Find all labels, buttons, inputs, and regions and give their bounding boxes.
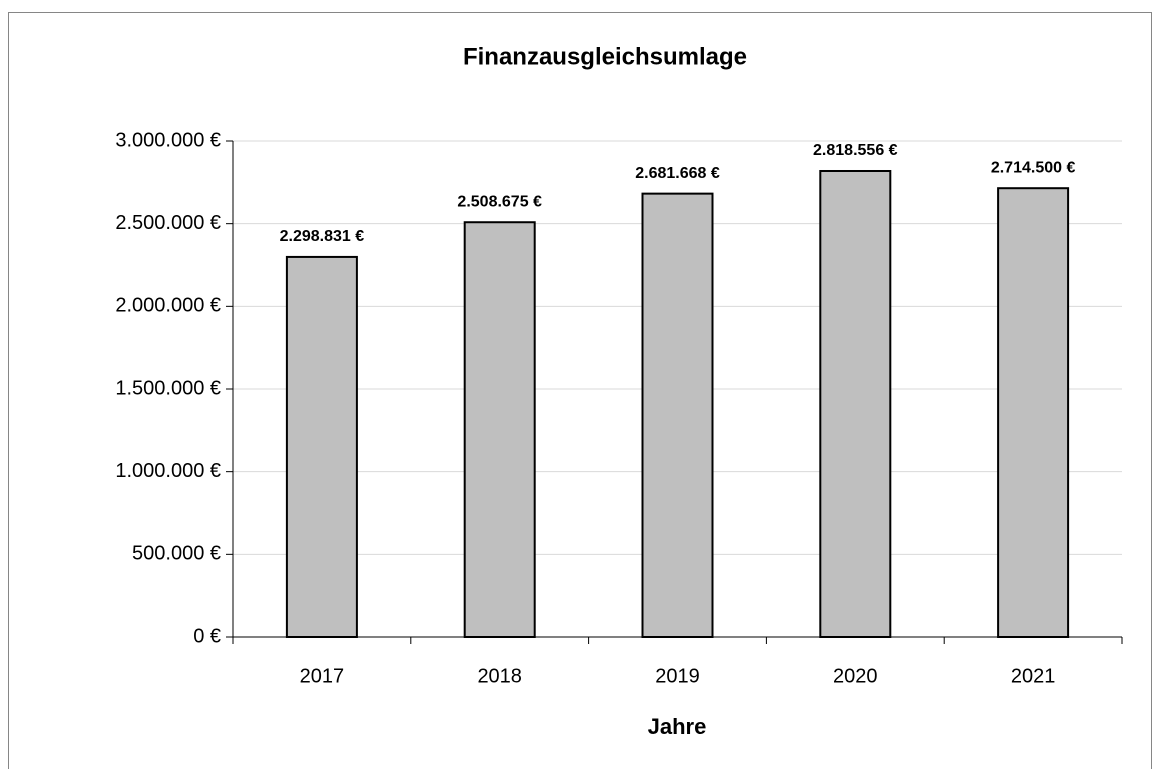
y-tick-label: 3.000.000 € [115,129,221,151]
bar [819,169,892,638]
y-tick-label: 2.500.000 € [115,212,221,234]
x-tick-label: 2021 [1011,665,1056,687]
bar [641,192,714,638]
x-tick-label: 2018 [477,665,522,687]
bar [997,187,1070,638]
y-tick-label: 2.000.000 € [115,295,221,317]
chart-frame [8,12,1152,769]
y-tick-label: 1.500.000 € [115,377,221,399]
chart-title: Finanzausgleichsumlage [463,43,747,70]
bar [463,221,536,639]
data-label: 2.818.556 € [813,142,898,159]
x-tick-label: 2019 [655,665,700,687]
y-tick-label: 500.000 € [132,543,221,565]
data-label: 2.681.668 € [635,165,720,182]
data-label: 2.714.500 € [991,159,1076,176]
bar [285,255,358,638]
x-tick-label: 2017 [300,665,345,687]
data-label: 2.508.675 € [457,193,542,210]
x-tick-label: 2020 [833,665,878,687]
y-tick-label: 1.000.000 € [115,460,221,482]
y-tick-label: 0 € [193,625,221,647]
data-label: 2.298.831 € [280,228,365,245]
x-axis-label: Jahre [648,714,707,739]
